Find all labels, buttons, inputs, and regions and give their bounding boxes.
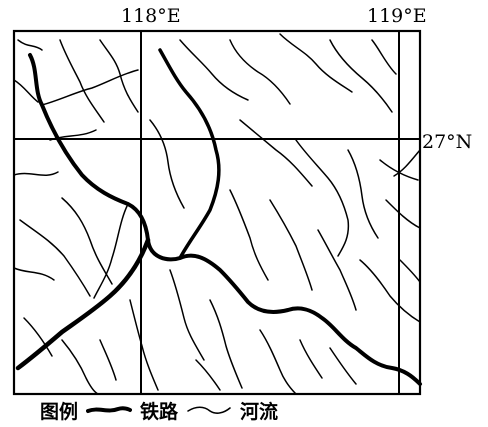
railway-symbol-icon	[86, 406, 133, 413]
map-frame	[12, 29, 422, 396]
longitude-label-118e: 118°E	[121, 5, 181, 27]
longitude-label-119e: 119°E	[367, 5, 427, 27]
map-legend: 图例 铁路 河流	[40, 397, 278, 423]
legend-railway-label: 铁路	[140, 400, 179, 423]
latitude-label-27n: 27°N	[422, 131, 473, 153]
railway-line	[15, 48, 422, 386]
legend-river-label: 河流	[240, 400, 279, 423]
river-symbol-icon	[187, 406, 231, 414]
legend-title: 图例	[40, 400, 79, 423]
river-network	[13, 33, 421, 395]
